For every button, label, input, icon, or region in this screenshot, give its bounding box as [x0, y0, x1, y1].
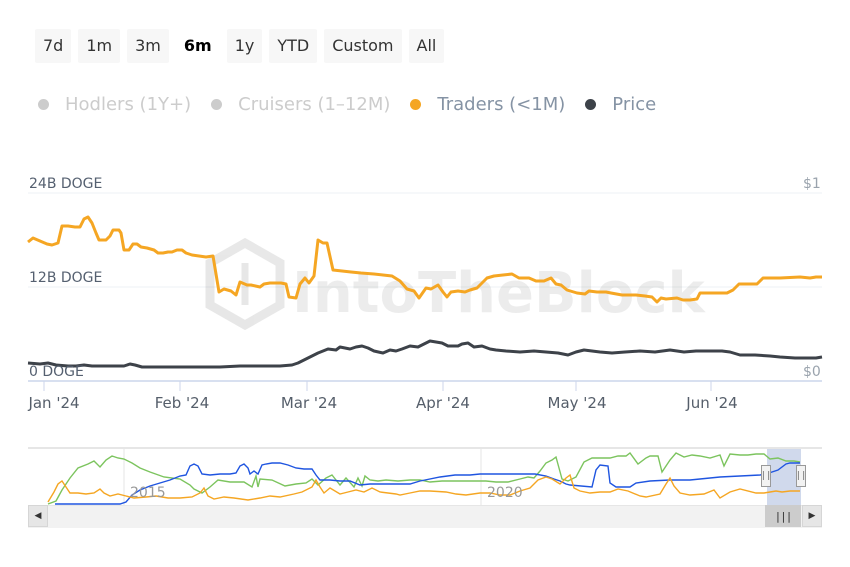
x-axis-label-mar: Mar '24	[280, 394, 338, 412]
watermark-text: IntoTheBlock	[292, 261, 707, 326]
range-button-custom[interactable]: Custom	[324, 29, 402, 63]
range-button-7d[interactable]: 7d	[35, 29, 72, 63]
arrow-left-icon: ◀	[34, 511, 42, 521]
grip-icon: |||	[774, 509, 793, 523]
arrow-right-icon: ▶	[808, 511, 816, 521]
legend-dot-icon	[585, 99, 597, 110]
chart-legend: Hodlers (1Y+) Cruisers (1–12M) Traders (…	[38, 94, 656, 115]
legend-dot-icon	[410, 99, 422, 110]
range-selector: 7d 1m 3m 6m 1y YTD Custom All	[35, 29, 445, 63]
navigator-blue-line	[55, 462, 800, 505]
y-axis-left-label-mid: 12B DOGE	[29, 270, 103, 286]
range-button-1y[interactable]: 1y	[226, 29, 263, 63]
y-axis-left-label-top: 24B DOGE	[29, 176, 103, 192]
range-button-6m[interactable]: 6m	[183, 36, 212, 55]
legend-item-traders[interactable]: Traders (<1M)	[410, 94, 565, 115]
scroll-left-button[interactable]: ◀	[28, 505, 48, 527]
y-axis-left-label-bottom: 0 DOGE	[29, 364, 84, 380]
x-axis-label-may: May '24	[547, 394, 607, 412]
legend-dot-icon	[211, 99, 223, 110]
navigator-left-handle[interactable]: ||	[761, 465, 771, 487]
range-button-ytd[interactable]: YTD	[269, 29, 318, 63]
navigator-orange-line	[47, 473, 800, 503]
x-axis-label-jan: Jan '24	[28, 394, 80, 412]
legend-item-hodlers[interactable]: Hodlers (1Y+)	[38, 94, 191, 115]
price-series-line[interactable]	[27, 339, 823, 369]
scroll-right-button[interactable]: ▶	[802, 505, 822, 527]
y-axis-right-label-top: $1	[803, 176, 821, 192]
navigator-right-handle[interactable]: ||	[796, 465, 806, 487]
x-axis-label-jun: Jun '24	[686, 394, 738, 412]
traders-series-line[interactable]	[27, 215, 822, 304]
range-button-1m[interactable]: 1m	[78, 29, 121, 63]
navigator-year-label: 2020	[487, 485, 523, 501]
legend-label: Price	[612, 94, 657, 115]
legend-dot-icon	[38, 99, 49, 110]
navigator-year-label: 2015	[130, 485, 166, 501]
legend-item-cruisers[interactable]: Cruisers (1–12M)	[211, 94, 390, 115]
navigator-scrollbar-thumb[interactable]: |||	[765, 505, 801, 527]
range-button-all[interactable]: All	[408, 29, 445, 63]
legend-item-price[interactable]: Price	[585, 94, 656, 115]
legend-label: Cruisers (1–12M)	[238, 94, 391, 115]
navigator-green-line	[47, 452, 801, 505]
navigator-scrollbar-track[interactable]	[28, 505, 822, 528]
legend-label: Traders (<1M)	[437, 94, 566, 115]
legend-label: Hodlers (1Y+)	[65, 94, 192, 115]
y-axis-right-label-bottom: $0	[803, 364, 821, 380]
range-button-3m[interactable]: 3m	[127, 29, 169, 63]
x-axis-label-apr: Apr '24	[416, 394, 470, 412]
x-axis-ticks	[43, 381, 712, 391]
x-axis-label-feb: Feb '24	[154, 394, 210, 412]
